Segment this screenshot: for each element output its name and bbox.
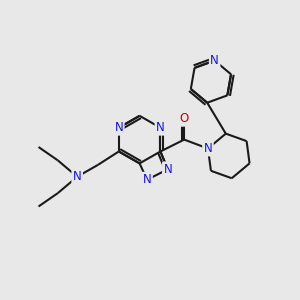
Text: N: N [204,142,212,155]
Text: N: N [73,170,82,183]
Text: N: N [156,121,165,134]
Text: N: N [164,163,172,176]
Text: N: N [210,54,219,67]
Text: O: O [180,112,189,125]
Text: N: N [114,121,123,134]
Text: N: N [143,173,152,186]
